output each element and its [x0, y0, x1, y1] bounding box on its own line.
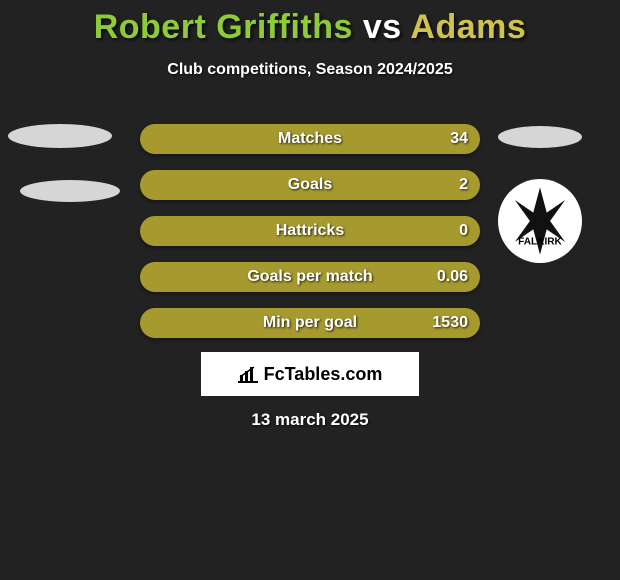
stat-label: Matches	[140, 130, 480, 148]
stat-bar: Min per goal1530	[140, 308, 480, 338]
subtitle: Club competitions, Season 2024/2025	[0, 61, 620, 79]
svg-text:FALKIRK: FALKIRK	[518, 237, 562, 248]
stat-bar: Hattricks0	[140, 216, 480, 246]
stat-label: Goals per match	[140, 268, 480, 286]
stat-label: Hattricks	[140, 222, 480, 240]
placeholder-ellipse	[498, 126, 582, 148]
stat-value: 0.06	[437, 268, 468, 286]
brand-logo: FcTables.com	[201, 352, 419, 396]
title-part: Adams	[410, 8, 526, 46]
stat-bar: Goals per match0.06	[140, 262, 480, 292]
title-part: vs	[353, 8, 410, 46]
date-text: 13 march 2025	[0, 410, 620, 430]
bar-chart-icon	[238, 365, 258, 383]
stat-bar: Goals2	[140, 170, 480, 200]
title-part: Robert Griffiths	[94, 8, 353, 46]
comparison-card: Robert Griffiths vs Adams Club competiti…	[0, 0, 620, 580]
stat-label: Min per goal	[140, 314, 480, 332]
stat-bars: Matches34 Goals2 Hattricks0 Goals per match…	[140, 124, 480, 354]
stat-value: 0	[459, 222, 468, 240]
club-badge: FALKIRK	[498, 179, 582, 263]
stat-bar: Matches34	[140, 124, 480, 154]
placeholder-ellipse	[20, 180, 120, 202]
stat-value: 1530	[432, 314, 468, 332]
stat-value: 2	[459, 176, 468, 194]
crest-icon: FALKIRK	[498, 179, 582, 263]
stat-label: Goals	[140, 176, 480, 194]
brand-text: FcTables.com	[264, 364, 383, 385]
stat-value: 34	[450, 130, 468, 148]
page-title: Robert Griffiths vs Adams	[0, 0, 620, 47]
placeholder-ellipse	[8, 124, 112, 148]
